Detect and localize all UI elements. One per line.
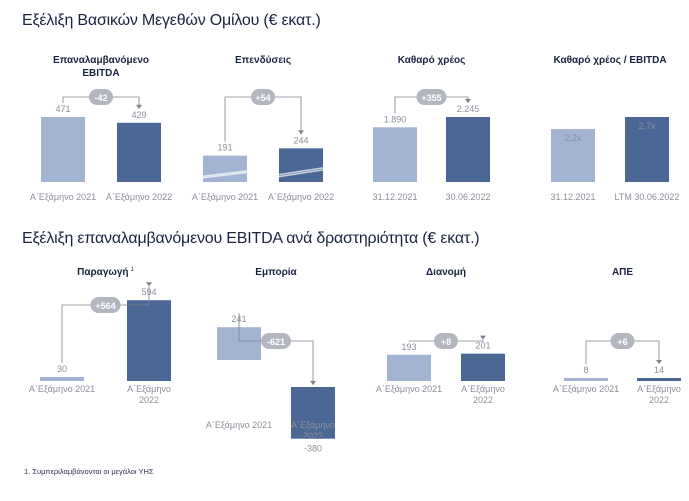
chart-5-category-2-line2: 2022 bbox=[139, 395, 159, 405]
chart-2-bar-2 bbox=[279, 148, 323, 182]
chart-5-change-badge bbox=[90, 297, 121, 313]
chart-2-bar-1-stripe-b bbox=[202, 171, 248, 179]
chart-5-connector-arrowhead bbox=[146, 282, 152, 287]
chart-8-value-label-2: 14 bbox=[654, 365, 664, 375]
section-title-ebitda-by-activity: Εξέλιξη επαναλαμβανόμενου EBITDA ανά δρα… bbox=[22, 230, 480, 247]
chart-1-bar-2 bbox=[117, 122, 161, 182]
chart-6-change-badge bbox=[261, 333, 291, 349]
chart-3-connector-arrowhead bbox=[465, 99, 471, 103]
chart-7-category-2-line1: Α΄Εξάμηνο bbox=[461, 384, 505, 394]
chart-5-category-2-line1: Α΄Εξάμηνο bbox=[127, 384, 171, 394]
chart-7-value-label-1: 193 bbox=[401, 342, 416, 352]
chart-2-bar-1-stripe-a bbox=[202, 170, 248, 177]
footnote: 1. Συμπεριλαμβάνονται οι μεγάλοι ΥΗΣ bbox=[24, 467, 154, 476]
chart-8-connector-arrowhead bbox=[656, 360, 662, 364]
chart-6-value-label-2: -380 bbox=[304, 444, 322, 454]
chart-1-connector-arrowhead bbox=[136, 104, 142, 109]
chart-2-connector-arrowhead bbox=[298, 130, 304, 135]
chart-4-value-label-2: 2,7x bbox=[638, 121, 656, 131]
chart-1-change-badge bbox=[89, 89, 113, 105]
chart-7-value-label-2: 201 bbox=[475, 341, 490, 351]
chart-1-category-1: Α΄Εξάμηνο 2021 bbox=[30, 192, 96, 202]
chart-6-connector-arrowhead bbox=[310, 381, 316, 385]
chart-8-title: ΑΠΕ bbox=[612, 267, 633, 278]
chart-2-bar-2-stripe-b bbox=[278, 169, 324, 178]
chart-1-title-line1: Επαναλαμβανόμενο bbox=[53, 55, 149, 66]
chart-7-connector-arrowhead bbox=[480, 335, 486, 340]
chart-8-bar-2 bbox=[637, 378, 681, 381]
chart-5-category-1: Α΄Εξάμηνο 2021 bbox=[29, 384, 95, 394]
chart-3-category-2: 30.06.2022 bbox=[445, 192, 490, 202]
chart-8-change-label: +6 bbox=[617, 337, 627, 347]
chart-2-category-1: Α΄Εξάμηνο 2021 bbox=[192, 192, 258, 202]
chart-6-category-2-line1: Α΄Εξάμηνο bbox=[291, 420, 335, 430]
chart-7-bar-2 bbox=[461, 353, 505, 381]
chart-4-category-2: LTM 30.06.2022 bbox=[615, 192, 680, 202]
chart-2-bar-2-stripe-a bbox=[278, 167, 324, 176]
chart-6-category-2-line2: 2022 bbox=[303, 431, 323, 441]
chart-2-change-badge bbox=[251, 89, 275, 105]
chart-3-category-1: 31.12.2021 bbox=[372, 192, 417, 202]
chart-1-value-label-2: 429 bbox=[131, 110, 146, 120]
chart-3-title: Καθαρό χρέος bbox=[398, 55, 466, 66]
chart-3-value-label-1: 1.890 bbox=[384, 114, 407, 124]
chart-4-category-1: 31.12.2021 bbox=[550, 192, 595, 202]
chart-3-bar-1 bbox=[373, 127, 417, 182]
chart-8-change-badge bbox=[610, 333, 635, 349]
chart-7-change-badge bbox=[434, 333, 458, 349]
chart-2-title: Επενδύσεις bbox=[235, 55, 291, 66]
chart-2-category-2: Α΄Εξάμηνο 2022 bbox=[268, 192, 334, 202]
chart-4-bar-2 bbox=[625, 117, 669, 182]
chart-6-bar-2 bbox=[291, 387, 335, 439]
chart-7-change-label: +8 bbox=[441, 337, 451, 347]
chart-2-change-label: +54 bbox=[255, 93, 270, 103]
chart-6-change-label: -621 bbox=[267, 337, 285, 347]
chart-5-bar-1 bbox=[40, 376, 84, 381]
chart-5-change-label: +564 bbox=[95, 301, 115, 311]
chart-2-value-label-1: 191 bbox=[217, 143, 232, 153]
chart-5-bar-2 bbox=[127, 300, 171, 381]
chart-1-change-label: -42 bbox=[94, 93, 107, 103]
section-title-group-metrics: Εξέλιξη Βασικών Μεγεθών Ομίλου (€ εκατ.) bbox=[22, 12, 321, 29]
chart-1-value-label-1: 471 bbox=[55, 104, 70, 114]
chart-4-title: Καθαρό χρέος / EBITDA bbox=[553, 55, 666, 66]
chart-1-bar-1 bbox=[41, 117, 85, 182]
chart-3-value-label-2: 2.245 bbox=[457, 104, 480, 114]
chart-8-category-1: Α΄Εξάμηνο 2021 bbox=[553, 384, 619, 394]
chart-7-category-2-line2: 2022 bbox=[473, 395, 493, 405]
chart-2-value-label-2: 244 bbox=[293, 135, 308, 145]
chart-3-change-label: +355 bbox=[421, 93, 441, 103]
chart-8-category-2-line2: 2022 bbox=[649, 395, 669, 405]
chart-7-category-1: Α΄Εξάμηνο 2021 bbox=[376, 384, 442, 394]
chart-8-bar-1 bbox=[564, 378, 608, 381]
chart-5-title: Παραγωγή 1 bbox=[77, 267, 134, 278]
chart-5-value-label-1: 30 bbox=[57, 364, 67, 374]
chart-1-title-line2: EBITDA bbox=[82, 68, 119, 79]
chart-2-bar-1 bbox=[203, 155, 247, 182]
chart-1-category-2: Α΄Εξάμηνο 2022 bbox=[106, 192, 172, 202]
chart-3-change-badge bbox=[416, 89, 447, 105]
chart-8-value-label-1: 8 bbox=[583, 365, 588, 375]
chart-6-title: Εμπορία bbox=[255, 267, 297, 278]
chart-7-bar-1 bbox=[387, 354, 431, 381]
chart-8-category-2-line1: Α΄Εξάμηνο bbox=[637, 384, 681, 394]
chart-6-category-1: Α΄Εξάμηνο 2021 bbox=[206, 420, 272, 430]
chart-4-value-label-1: 2,2x bbox=[564, 133, 582, 143]
chart-7-title: Διανομή bbox=[426, 267, 466, 278]
chart-4-bar-1 bbox=[551, 129, 595, 182]
chart-3-bar-2 bbox=[446, 117, 490, 182]
